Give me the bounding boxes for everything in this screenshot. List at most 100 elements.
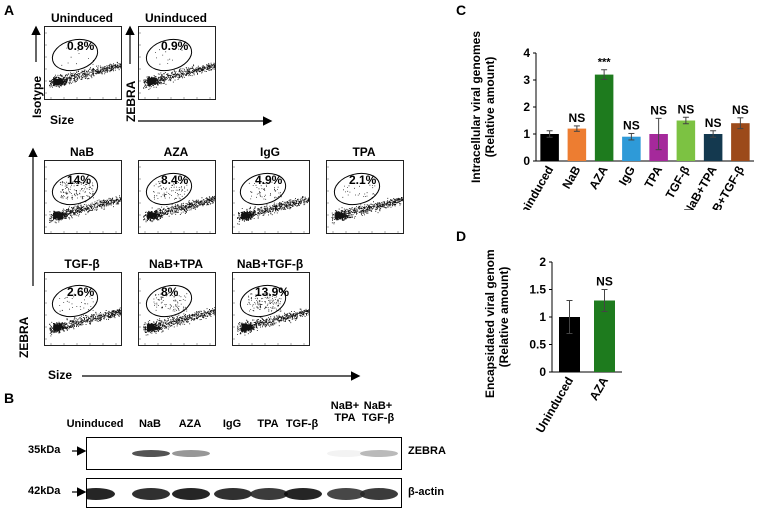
blot-band — [132, 450, 170, 457]
plot-nab-tgf-scatter-plot: 13.9% — [232, 272, 310, 346]
uninduced-zebra-scatter-plot: 0.9% — [138, 26, 216, 100]
actin-blot — [77, 478, 402, 508]
blot-band — [250, 488, 288, 500]
plot-aza-title: AZA — [163, 145, 189, 159]
plot-nab-tpa-gate-percentage: 8% — [161, 285, 179, 299]
blot-band — [284, 488, 322, 500]
y-tick-label: 1.5 — [529, 283, 546, 297]
blot-band — [132, 488, 170, 500]
significance-label: *** — [598, 57, 612, 69]
blot-band — [327, 450, 365, 457]
blot-lane-label: TGF-β — [285, 418, 319, 430]
y-axis-label: (Relative amount) — [483, 57, 497, 158]
y-tick-label: 4 — [523, 46, 530, 60]
blot-lane-label: NaB+ TGF-β — [361, 400, 395, 424]
plot-nab-tpa-title: NaB+TPA — [148, 257, 204, 271]
x-tick-label: Uninduced — [513, 164, 556, 211]
actin-bands — [77, 488, 398, 500]
plot-tgf-scatter-plot: 2.6% — [44, 272, 122, 346]
plot-nab-title: NaB — [69, 145, 94, 159]
y-axis-label: Encapsidated viral genomes — [483, 250, 497, 398]
y-axis-label: Intracellular viral genomes — [469, 31, 483, 183]
blot-band — [360, 488, 398, 500]
significance-label: NS — [596, 275, 613, 289]
panel-b-letter: B — [4, 390, 15, 406]
y-tick-label: 0 — [539, 365, 546, 379]
zebra-bands — [132, 450, 398, 457]
x-tick-label: TGF-β — [663, 164, 693, 202]
blot-band — [214, 488, 252, 500]
plot-nab-tgf-gate-percentage: 13.9% — [255, 285, 290, 299]
mw-42kda-label: 42kDa — [28, 485, 61, 497]
y-tick-label: 2 — [523, 100, 530, 114]
y-tick-label: 2 — [539, 255, 546, 269]
size-axis-label-top: Size — [50, 113, 75, 127]
blot-lane-label: IgG — [222, 418, 242, 430]
blot-band — [77, 488, 115, 500]
plot-nab-scatter-plot: 14% — [44, 160, 122, 234]
mw-35kda-label: 35kDa — [28, 444, 61, 456]
bar — [594, 300, 615, 372]
y-tick-label: 3 — [523, 73, 530, 87]
blot-lane-label: NaB — [138, 418, 161, 430]
y-tick-label: 1 — [539, 310, 546, 324]
bar — [676, 120, 696, 161]
blot-lane-label: NaB+ TPA — [330, 400, 360, 424]
bar — [540, 134, 559, 161]
x-tick-label: AZA — [586, 163, 611, 192]
blot-band — [360, 450, 398, 457]
blot-lane-label: TPA — [257, 418, 279, 430]
plot-tpa-gate-percentage: 2.1% — [349, 173, 377, 187]
plot-tgf-gate-percentage: 2.6% — [67, 285, 95, 299]
uninduced-isotype-gate-percentage: 0.8% — [67, 39, 95, 53]
plot-tpa-scatter-plot: 2.1% — [326, 160, 404, 234]
uninduced-zebra-title: Uninduced — [145, 11, 207, 25]
x-tick-label: NaB — [559, 163, 583, 191]
bar — [559, 317, 580, 372]
blot-lane-label: Uninduced — [66, 418, 124, 430]
y-tick-label: 0.5 — [529, 338, 546, 352]
y-tick-label: 1 — [523, 127, 530, 141]
x-tick-label: IgG — [616, 164, 638, 188]
bar — [703, 134, 723, 161]
chart-c: 0 1 2 3 4 Intracellular viral genomes (Relativ… — [469, 31, 754, 211]
blot-band — [327, 488, 365, 500]
plot-nab-tpa-scatter-plot: 8% — [138, 272, 216, 346]
blot-band — [172, 488, 210, 500]
blot-band — [172, 450, 210, 457]
significance-label: NS — [569, 111, 586, 125]
y-axis-label: (Relative amount) — [497, 267, 511, 368]
blot-lane-label: AZA — [178, 418, 202, 430]
actin-protein-label: β-actin — [408, 486, 445, 498]
y-tick-label: 0 — [523, 154, 530, 168]
zebra-protein-label: ZEBRA — [408, 445, 446, 457]
significance-label: NS — [732, 103, 749, 117]
bar — [622, 136, 641, 161]
chart-d: 0 0.5 1 1.5 2 Encapsidated viral genomes (Rela… — [483, 250, 622, 436]
panel-c-letter: C — [456, 2, 467, 18]
significance-label: NS — [705, 116, 722, 130]
plot-igg-scatter-plot: 4.9% — [232, 160, 310, 234]
significance-label: NS — [650, 103, 667, 117]
plot-igg-title: IgG — [260, 145, 280, 159]
plot-nab-gate-percentage: 14% — [67, 173, 92, 187]
zebra-blot — [86, 437, 402, 470]
plot-tpa-title: TPA — [352, 145, 376, 159]
bar — [731, 123, 750, 161]
x-tick-label: Uninduced — [533, 375, 576, 436]
x-tick-label: TPA — [642, 163, 666, 190]
uninduced-zebra-gate-percentage: 0.9% — [161, 39, 189, 53]
x-tick-label: AZA — [587, 374, 612, 403]
uninduced-isotype-title: Uninduced — [51, 11, 113, 25]
significance-label: NS — [678, 102, 695, 116]
plot-igg-gate-percentage: 4.9% — [255, 173, 283, 187]
bar — [594, 74, 614, 161]
plot-aza-scatter-plot: 8.4% — [138, 160, 216, 234]
plot-aza-gate-percentage: 8.4% — [161, 173, 189, 187]
size-axis-label-grid: Size — [48, 368, 73, 382]
significance-label: NS — [623, 118, 640, 132]
panel-a-letter: A — [4, 2, 15, 18]
plot-nab-tgf-title: NaB+TGF-β — [236, 257, 304, 271]
